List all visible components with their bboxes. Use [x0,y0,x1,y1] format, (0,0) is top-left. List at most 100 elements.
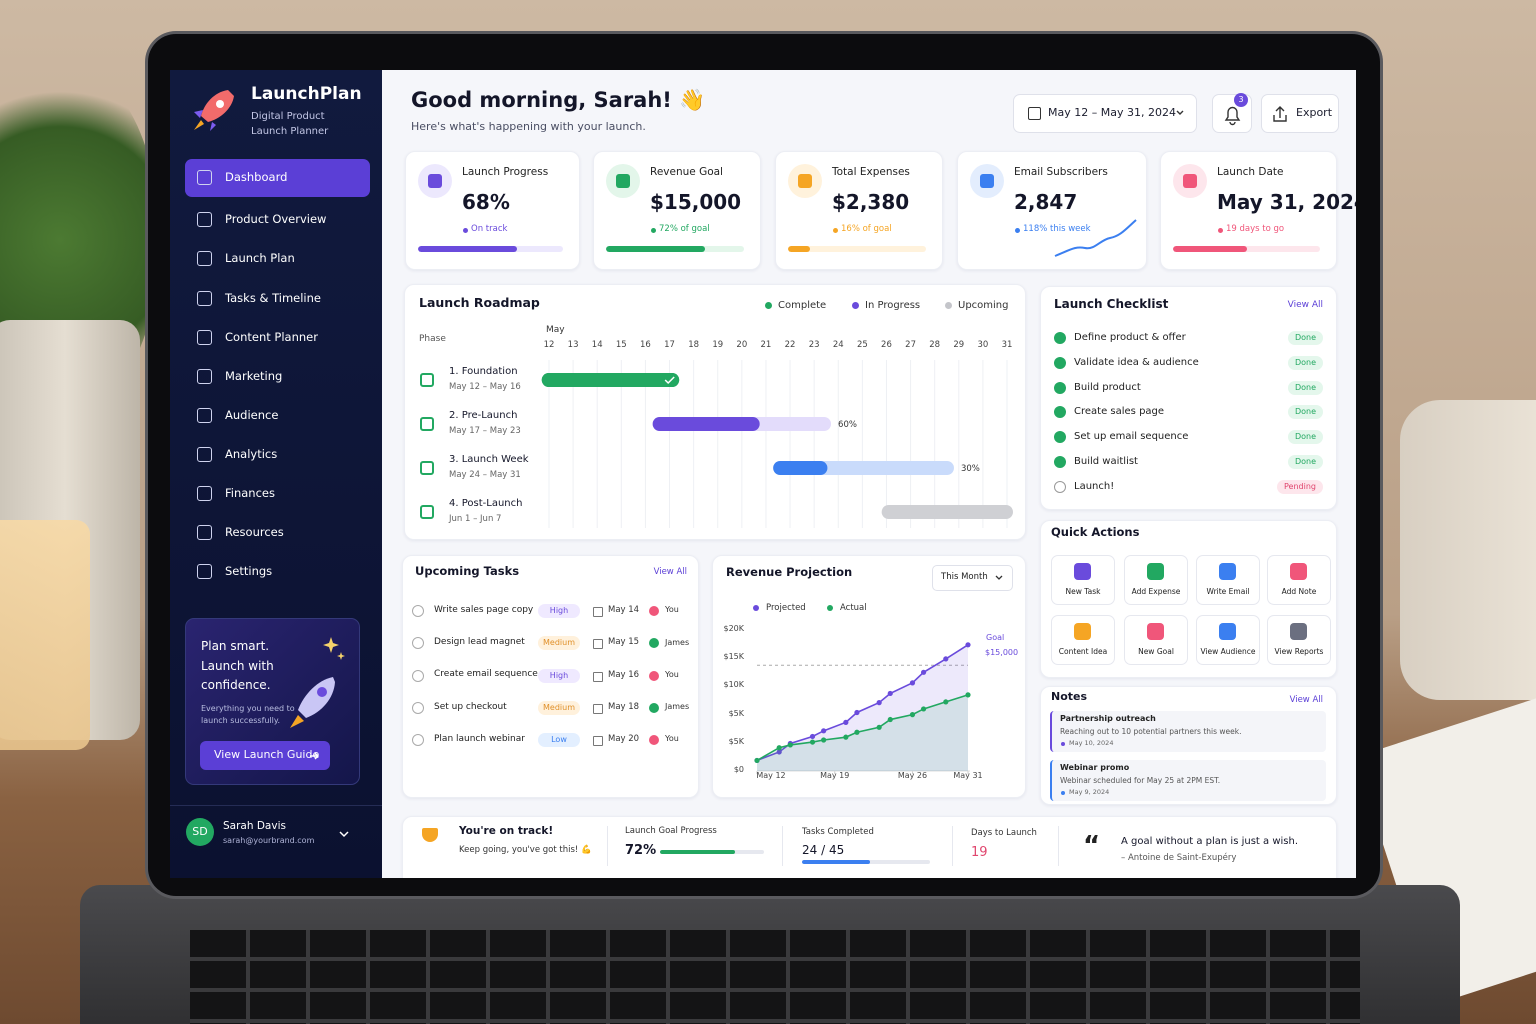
stat-value: $15,000 [650,190,742,214]
phase-dates: Jun 1 – Jun 7 [449,513,502,524]
task-date: May 16 [608,669,640,680]
action-label[interactable]: View Reports [1274,647,1324,656]
nav-icon [197,251,212,266]
assignee-avatar [649,735,659,746]
stat-note-dot [462,227,468,233]
task-checkbox [412,734,424,747]
nav-icon [197,212,212,227]
day-label: 28 [929,340,941,350]
goal-progress-bar [660,850,735,854]
action-label[interactable]: Add Note [1281,587,1317,596]
phase-dates: May 17 – May 23 [449,425,521,436]
task-assignee: James [665,702,690,712]
checklist-item[interactable]: Build waitlist [1074,456,1138,467]
task-name[interactable]: Create email sequence [434,669,538,680]
export-label[interactable]: Export [1296,106,1333,120]
nav-item[interactable]: Settings [225,564,273,579]
stat-value: May 31, 2024 [1217,190,1356,214]
day-label: 14 [591,340,603,350]
view-all-link[interactable]: View All [1289,694,1323,705]
assignee-avatar [649,606,659,616]
task-calendar-icon [593,703,603,714]
nav-item[interactable]: Audience [225,408,279,423]
action-tile[interactable] [1051,615,1115,665]
nav-item[interactable]: Product Overview [225,212,327,227]
checklist-item[interactable]: Launch! [1074,480,1115,492]
checklist-item[interactable]: Define product & offer [1074,332,1186,343]
legend-label: Actual [840,602,867,613]
nav-item[interactable]: Resources [225,525,284,540]
task-date: May 15 [608,637,640,648]
view-all-link[interactable]: View All [653,566,687,577]
legend-dot [944,301,952,309]
stat-note: 16% of goal [841,223,892,234]
y-tick-label: $5K [728,708,744,718]
nav-item[interactable]: Tasks & Timeline [225,291,321,306]
stat-note-dot [832,227,838,233]
screen: LaunchPlan Digital Product Launch Planner… [170,70,1356,878]
nav-item[interactable]: Finances [225,486,275,501]
day-label: 12 [543,340,555,350]
notes-title: Notes [1051,690,1088,704]
priority-pill: High [538,668,580,683]
phase-icon [420,373,434,387]
note-title: Partnership outreach [1060,714,1156,724]
checklist-card [1040,286,1337,510]
phase-name: 3. Launch Week [449,454,529,465]
task-name[interactable]: Set up checkout [434,701,507,712]
task-calendar-icon [593,639,603,650]
stat-progress-track [418,246,563,252]
action-label[interactable]: Content Idea [1058,647,1108,656]
status-pill: Done [1287,355,1323,370]
check-icon [1054,480,1066,493]
action-label[interactable]: Write Email [1206,587,1250,596]
days-value: 19 [971,845,988,861]
date-range[interactable]: May 12 – May 31, 2024 [1048,106,1176,120]
action-icon [1219,563,1236,580]
nav-item[interactable]: Content Planner [225,330,318,345]
action-icon [1290,623,1307,640]
action-tile[interactable] [1124,555,1188,605]
phase-dates: May 24 – May 31 [449,469,521,480]
nav-item[interactable]: Dashboard [225,170,288,185]
checklist-item[interactable]: Build product [1074,381,1141,393]
action-tile[interactable] [1124,615,1188,665]
stat-progress-track [606,246,744,252]
goal-progress-bar-track [660,850,764,854]
y-tick-label: $5K [728,736,744,746]
stat-note-dot [1014,227,1020,233]
nav-item[interactable]: Marketing [225,369,283,384]
promo-button-label[interactable]: View Launch Guide [214,748,320,762]
action-icon [1290,563,1307,580]
action-label[interactable]: Add Expense [1131,587,1181,596]
summary-divider [1058,826,1059,866]
action-label[interactable]: New Task [1065,587,1101,596]
checklist-item[interactable]: Set up email sequence [1074,431,1189,443]
checklist-item[interactable]: Create sales page [1074,406,1165,418]
task-checkbox [412,605,424,617]
stat-value: $2,380 [832,190,910,214]
y-tick-label: $20K [723,624,744,633]
checklist-item[interactable]: Validate idea & audience [1074,356,1199,368]
task-name[interactable]: Plan launch webinar [434,733,525,744]
task-name[interactable]: Design lead magnet [434,636,525,647]
status-pill: Pending [1277,479,1323,494]
stat-note: 118% this week [1023,223,1091,234]
period-label[interactable]: This Month [941,571,988,582]
app: LaunchPlan Digital Product Launch Planner… [170,70,1356,878]
phase-name: 2. Pre-Launch [449,410,518,421]
note-date: May 9, 2024 [1069,788,1110,797]
action-label[interactable]: View Audience [1200,647,1256,656]
nav-item[interactable]: Analytics [225,447,278,462]
stat-label: Revenue Goal [650,165,723,178]
nav-item[interactable]: Launch Plan [225,251,295,266]
promo-button[interactable] [200,741,330,770]
task-name[interactable]: Write sales page copy [434,604,534,615]
phase-name: 1. Foundation [449,366,518,377]
priority-pill: Low [538,733,580,748]
action-label[interactable]: New Goal [1138,647,1174,656]
date-picker[interactable] [1013,94,1197,133]
greeting: Good morning, Sarah! 👋 [411,88,706,113]
view-all-link[interactable]: View All [1287,299,1323,310]
task-calendar-icon [593,671,603,682]
